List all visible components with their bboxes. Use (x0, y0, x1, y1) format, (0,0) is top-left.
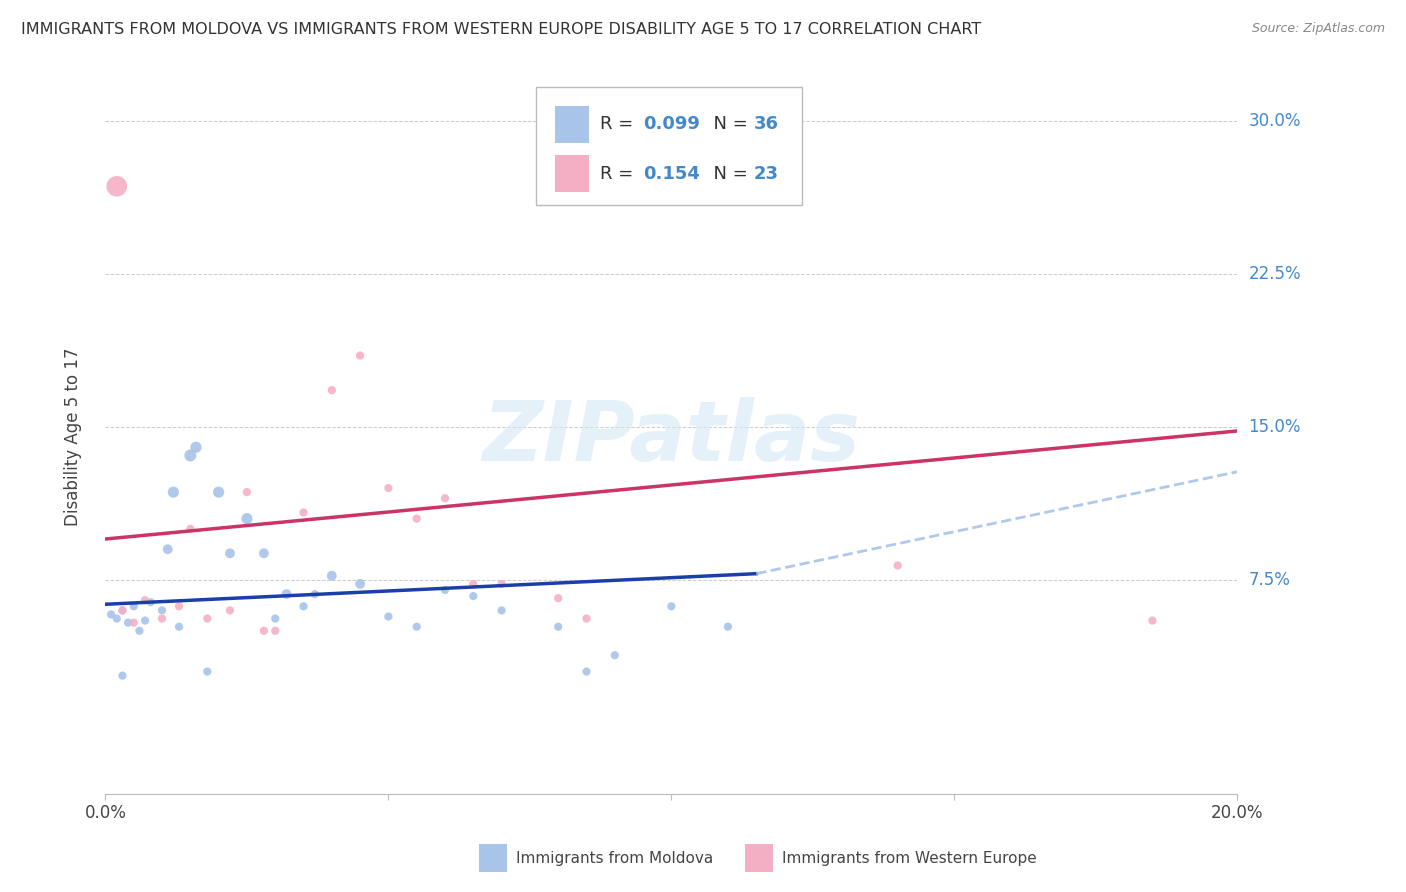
Point (717, 620, 740, 634)
Point (321, 568, 343, 582)
Point (219, 546, 242, 560)
Text: ZIPatlas: ZIPatlas (482, 397, 860, 477)
Text: 36: 36 (754, 115, 779, 133)
Y-axis label: Disability Age 5 to 17: Disability Age 5 to 17 (63, 348, 82, 526)
Bar (479, 844, 508, 872)
Point (433, 582, 456, 597)
Point (377, 481, 399, 495)
Point (264, 611, 287, 625)
Point (122, 599, 145, 614)
Point (887, 558, 910, 573)
Text: R =: R = (600, 115, 640, 133)
Text: 23: 23 (754, 165, 779, 183)
Text: 7.5%: 7.5% (1249, 571, 1291, 589)
Point (433, 491, 456, 506)
Point (321, 383, 343, 397)
Point (463, 577, 485, 591)
Point (150, 611, 173, 625)
Point (208, 485, 231, 500)
Point (253, 624, 276, 638)
Point (167, 620, 190, 634)
Point (111, 668, 134, 682)
Point (292, 599, 315, 614)
Point (184, 440, 207, 454)
Point (292, 506, 315, 520)
Point (349, 577, 371, 591)
Point (661, 599, 683, 614)
FancyBboxPatch shape (536, 87, 801, 205)
Point (122, 615, 145, 630)
Point (276, 587, 298, 601)
Point (117, 615, 139, 630)
Text: 30.0%: 30.0% (1249, 112, 1301, 130)
Point (405, 620, 427, 634)
Point (179, 449, 201, 463)
Point (139, 595, 162, 609)
Point (219, 603, 242, 617)
Point (105, 611, 128, 625)
Text: R =: R = (600, 165, 640, 183)
Point (134, 614, 156, 628)
Point (236, 511, 259, 525)
Point (111, 603, 134, 617)
Point (111, 603, 134, 617)
Text: 15.0%: 15.0% (1249, 417, 1301, 436)
Text: 22.5%: 22.5% (1249, 265, 1301, 283)
Point (547, 591, 569, 606)
Point (264, 624, 287, 638)
Point (179, 522, 201, 536)
Point (491, 603, 513, 617)
Point (1142, 614, 1164, 628)
Point (405, 511, 427, 525)
Text: 0.154: 0.154 (643, 165, 700, 183)
Point (253, 546, 276, 560)
Point (236, 485, 259, 500)
Point (167, 599, 190, 614)
Point (100, 607, 122, 622)
Point (491, 577, 513, 591)
Point (304, 587, 326, 601)
Point (349, 349, 371, 363)
Text: N =: N = (702, 165, 754, 183)
Point (195, 611, 218, 625)
Point (377, 609, 399, 624)
Bar (555, 105, 589, 143)
Point (195, 665, 218, 679)
Point (162, 485, 184, 500)
Point (547, 620, 569, 634)
Point (575, 611, 598, 625)
Point (463, 589, 485, 603)
Point (150, 603, 173, 617)
Point (603, 648, 626, 663)
Text: Immigrants from Western Europe: Immigrants from Western Europe (782, 851, 1038, 865)
Text: Source: ZipAtlas.com: Source: ZipAtlas.com (1251, 22, 1385, 36)
Bar (745, 844, 773, 872)
Point (105, 179, 128, 194)
Point (128, 624, 150, 638)
Text: IMMIGRANTS FROM MOLDOVA VS IMMIGRANTS FROM WESTERN EUROPE DISABILITY AGE 5 TO 17: IMMIGRANTS FROM MOLDOVA VS IMMIGRANTS FR… (21, 22, 981, 37)
Point (156, 542, 179, 557)
Text: Immigrants from Moldova: Immigrants from Moldova (516, 851, 714, 865)
Point (134, 593, 156, 607)
Text: 0.099: 0.099 (643, 115, 700, 133)
Point (575, 665, 598, 679)
Text: N =: N = (702, 115, 754, 133)
Bar (555, 155, 589, 193)
